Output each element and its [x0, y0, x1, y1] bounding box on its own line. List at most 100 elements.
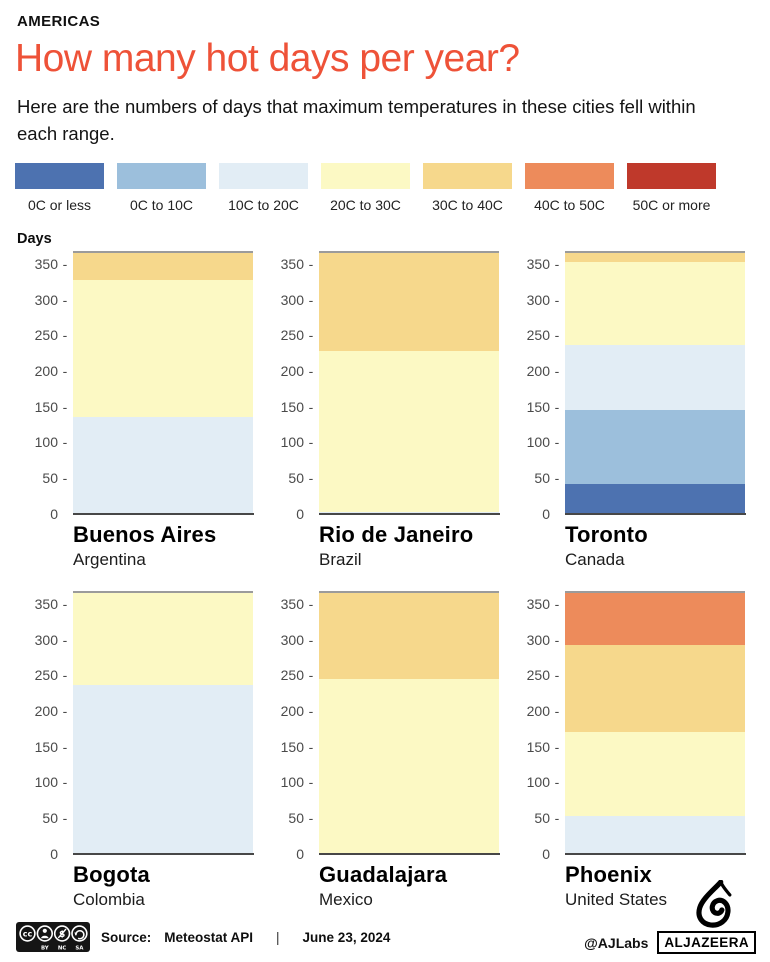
bar-segment-0c-to-10c	[565, 409, 745, 484]
y-tick: 50-	[508, 470, 564, 486]
y-tick: 0-	[262, 506, 318, 522]
ajlabs-credit: @AJLabs	[584, 934, 649, 951]
y-tick-label: 50	[42, 810, 58, 827]
svg-text:cc: cc	[23, 929, 33, 938]
y-tick-mark: -	[554, 810, 560, 827]
y-tick: 200-	[508, 703, 564, 719]
aljazeera-calligraphy-logo	[696, 880, 732, 928]
y-tick: 50-	[262, 470, 318, 486]
country-label: Brazil	[319, 549, 362, 569]
y-tick: 350-	[508, 256, 564, 272]
y-tick-label: 150	[526, 398, 550, 415]
y-tick-label: 150	[280, 738, 304, 755]
legend-swatch	[627, 162, 716, 189]
y-tick: 200-	[262, 363, 318, 379]
y-tick-label: 0	[50, 845, 58, 862]
y-tick-mark: -	[308, 810, 314, 827]
legend-label: 30C to 40C	[432, 196, 503, 213]
y-tick-mark: -	[62, 738, 68, 755]
legend-item-30c-to-40c: 30C to 40C	[423, 162, 512, 213]
y-tick-label: 150	[34, 738, 58, 755]
y-tick-mark: -	[554, 631, 560, 648]
y-tick: 50-	[16, 810, 72, 826]
y-tick-mark: -	[62, 774, 68, 791]
bar-segment-30c-to-40c	[565, 645, 745, 733]
plot-area: 0-50-100-150-200-250-300-350-	[262, 591, 500, 862]
legend-item-20c-to-30c: 20C to 30C	[321, 162, 410, 213]
y-tick-mark: -	[554, 774, 560, 791]
country-label: Canada	[565, 549, 625, 569]
y-tick: 200-	[508, 363, 564, 379]
y-tick: 200-	[16, 363, 72, 379]
plot-area: 0-50-100-150-200-250-300-350-	[508, 591, 746, 862]
y-tick: 300-	[16, 292, 72, 308]
stacked-bar	[319, 591, 499, 854]
svg-text:NC: NC	[58, 945, 67, 951]
city-label: Bogota	[73, 861, 150, 887]
country-label: Mexico	[319, 889, 373, 909]
legend: 0C or less 0C to 10C 10C to 20C 20C to 30C 3…	[15, 162, 770, 213]
y-tick-mark: -	[308, 255, 314, 272]
y-tick: 0-	[262, 846, 318, 862]
y-tick: 250-	[508, 327, 564, 343]
x-axis-line	[319, 853, 500, 855]
y-tick: 100-	[16, 434, 72, 450]
y-tick-mark: -	[308, 434, 314, 451]
y-tick-label: 300	[280, 291, 304, 308]
chart-buenos-aires: 0-50-100-150-200-250-300-350-Buenos Aire…	[16, 251, 262, 570]
date: June 23, 2024	[302, 929, 391, 945]
bar-segment-30c-to-40c	[319, 253, 499, 351]
bar-segment-20c-to-30c	[565, 262, 745, 345]
y-tick-label: 50	[42, 470, 58, 487]
y-tick-label: 50	[288, 810, 304, 827]
y-tick-label: 0	[542, 505, 550, 522]
bar-segment-20c-to-30c	[73, 280, 253, 418]
y-tick-mark: -	[554, 362, 560, 379]
y-tick-label: 100	[34, 434, 58, 451]
y-tick-label: 200	[526, 362, 550, 379]
legend-swatch	[423, 162, 512, 189]
y-tick-label: 250	[34, 327, 58, 344]
source-separator: |	[276, 929, 280, 945]
svg-text:SA: SA	[75, 945, 84, 951]
y-tick-label: 350	[280, 595, 304, 612]
y-tick: 300-	[262, 292, 318, 308]
bar-segment-10c-to-20c	[73, 685, 253, 854]
y-tick-label: 0	[296, 505, 304, 522]
stacked-bar	[73, 591, 253, 854]
legend-label: 40C to 50C	[534, 196, 605, 213]
stacked-bar	[565, 591, 745, 854]
y-tick-mark: -	[308, 291, 314, 308]
legend-label: 20C to 30C	[330, 196, 401, 213]
legend-item-40c-to-50c: 40C to 50C	[525, 162, 614, 213]
y-tick-mark: -	[308, 702, 314, 719]
y-tick-label: 200	[280, 702, 304, 719]
y-tick: 50-	[16, 470, 72, 486]
y-tick-mark: -	[554, 255, 560, 272]
source-value: Meteostat API	[164, 929, 254, 945]
country-label: Colombia	[73, 889, 145, 909]
bar-segment-10c-to-20c	[565, 815, 745, 854]
cc-license-icon: cc $ BY NC SA	[16, 922, 90, 952]
y-tick: 350-	[262, 256, 318, 272]
y-tick-label: 300	[526, 631, 550, 648]
y-tick: 150-	[16, 399, 72, 415]
y-tick: 200-	[262, 703, 318, 719]
bar-segment-10c-to-20c	[319, 511, 499, 514]
y-tick-mark: -	[308, 470, 314, 487]
x-axis-line	[319, 513, 500, 515]
y-tick-mark: -	[308, 774, 314, 791]
y-tick: 0-	[16, 846, 72, 862]
bar-top-line	[319, 251, 499, 254]
city-label: Rio de Janeiro	[319, 521, 474, 547]
y-tick-mark: -	[62, 470, 68, 487]
legend-swatch	[525, 162, 614, 189]
x-axis-line	[565, 853, 746, 855]
footer-source: cc $ BY NC SA Source: Meteostat API | Ju…	[16, 922, 390, 954]
bar-segment-30c-to-40c	[73, 253, 253, 281]
y-tick: 250-	[262, 327, 318, 343]
y-tick: 100-	[262, 774, 318, 790]
legend-swatch	[321, 162, 410, 189]
bar-segment-0c-or-less	[565, 483, 745, 514]
